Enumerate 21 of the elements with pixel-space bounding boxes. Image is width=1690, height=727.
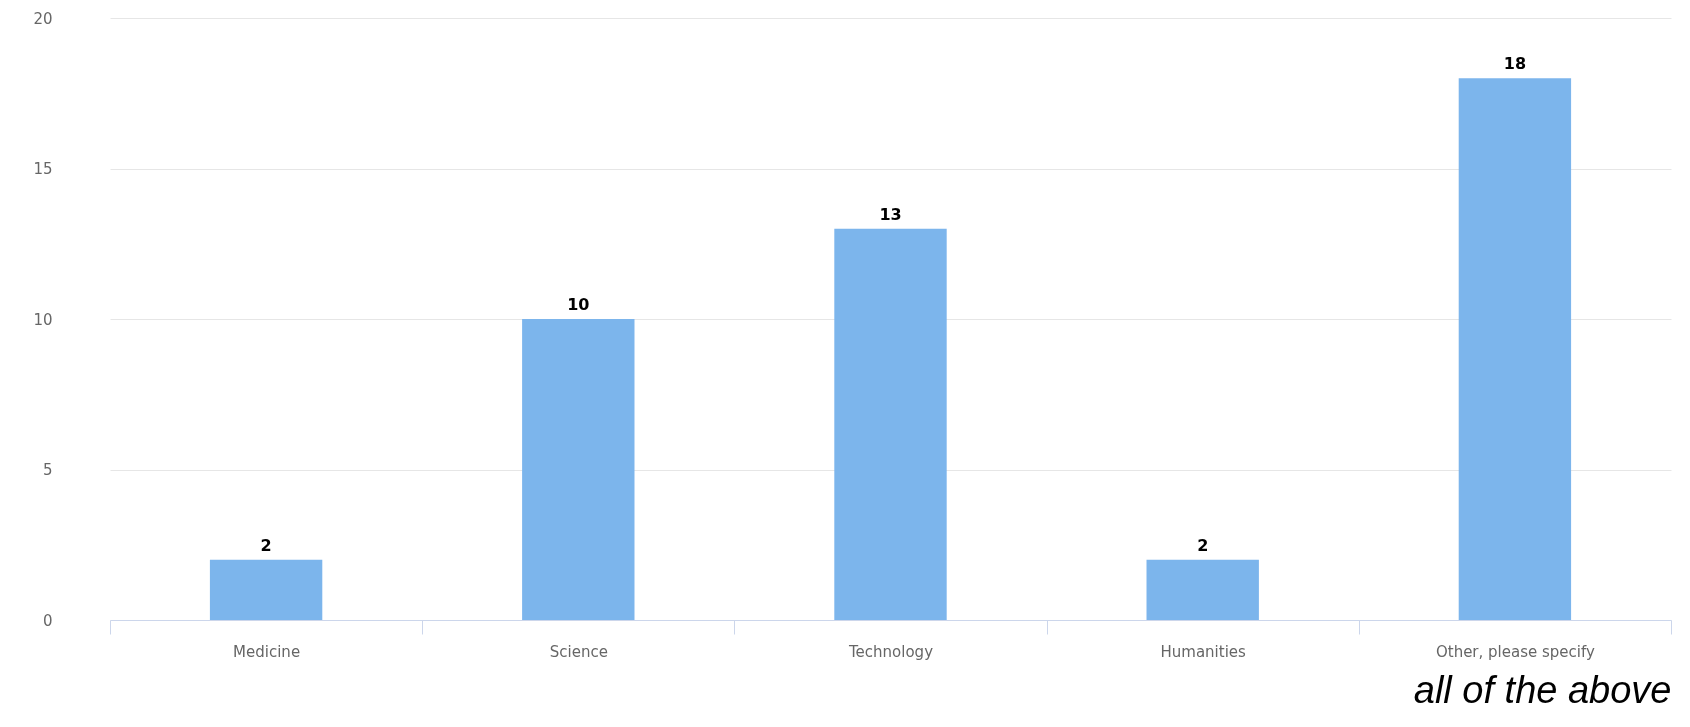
x-tick-label: Humanities [1160, 642, 1247, 661]
y-tick-label: 10 [33, 310, 53, 329]
y-tick-label: 15 [33, 160, 53, 178]
data-label: 10 [567, 295, 590, 314]
x-tick-label: Medicine [233, 642, 301, 661]
bar [1146, 559, 1259, 620]
bar [834, 228, 947, 620]
x-tick-label: Science [549, 642, 608, 661]
bar [522, 319, 635, 620]
x-tick-label: Other, please specify [1435, 642, 1595, 661]
data-label: 13 [879, 204, 902, 224]
bar [1458, 78, 1572, 620]
data-label: 2 [1197, 535, 1209, 555]
y-tick-label: 20 [33, 9, 53, 28]
y-tick-label: 0 [42, 611, 53, 630]
x-tick-label: Technology [847, 642, 934, 661]
data-label: 18 [1503, 54, 1527, 74]
text: all of the above [1413, 669, 1672, 711]
data-label: 2 [260, 535, 272, 555]
bar [209, 559, 323, 620]
y-tick-label: 5 [42, 461, 53, 479]
